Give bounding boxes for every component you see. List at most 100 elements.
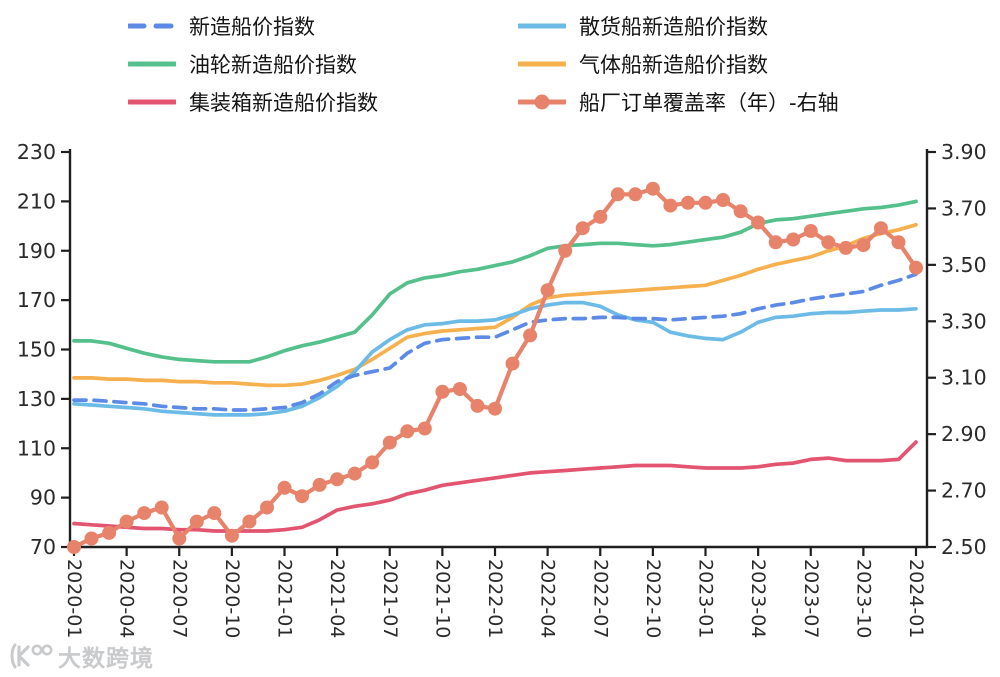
legend-label: 集装箱新造船价指数 <box>189 90 378 115</box>
data-point-marker <box>663 198 678 213</box>
x-axis-tick-label: 2021-01 <box>274 559 296 638</box>
data-point-marker <box>751 215 766 230</box>
data-point-marker <box>365 455 380 470</box>
data-point-marker <box>768 235 783 250</box>
x-axis-tick-label: 2023-07 <box>800 559 822 638</box>
data-point-marker <box>575 221 590 236</box>
data-point-marker <box>523 328 538 343</box>
legend-label: 新造船价指数 <box>189 14 315 39</box>
data-point-marker <box>260 500 274 515</box>
x-axis-tick-label: 2024-01 <box>905 559 927 638</box>
legend-label: 油轮新造船价指数 <box>189 52 357 77</box>
legend-label: 散货船新造船价指数 <box>579 14 768 39</box>
left-axis-tick-label: 190 <box>17 239 56 263</box>
x-axis-tick-label: 2021-04 <box>326 559 348 638</box>
data-point-marker <box>540 283 555 298</box>
x-axis-tick-label: 2021-10 <box>431 559 453 638</box>
series-container <box>72 440 918 533</box>
legend-swatch-bulk_carrier <box>518 23 566 28</box>
axes: 230 210 190 170 150 130 110 90 70 3.90 3.70 3.50 3.3… <box>17 140 987 638</box>
data-point-marker <box>137 506 152 521</box>
data-point-marker <box>189 514 204 529</box>
data-point-marker <box>873 221 888 236</box>
x-axis-tick-label: 2020-07 <box>168 559 190 638</box>
legend-label: 气体船新造船价指数 <box>579 52 768 77</box>
legend-item-container: 集装箱新造船价指数 <box>128 88 518 115</box>
x-axis-tick-label: 2020-10 <box>221 559 243 638</box>
left-axis-tick-label: 70 <box>30 535 56 559</box>
data-point-marker <box>628 187 643 202</box>
left-axis-tick-label: 130 <box>17 387 56 411</box>
data-point-marker <box>558 243 573 258</box>
right-axis-tick-label: 3.50 <box>941 253 987 277</box>
series-newbuild_index <box>72 272 918 412</box>
legend-swatch-newbuild_index <box>128 23 176 28</box>
data-point-marker <box>102 525 117 540</box>
data-point-marker <box>452 382 467 396</box>
data-point-marker <box>84 531 99 546</box>
data-point-marker <box>909 260 923 275</box>
legend-swatch-order_coverage <box>518 94 566 109</box>
x-axis-tick-label: 2023-01 <box>695 559 717 638</box>
data-point-marker <box>716 193 730 207</box>
data-point-marker <box>312 477 327 492</box>
x-axis-tick-label: 2022-01 <box>484 559 506 638</box>
data-point-marker <box>347 466 362 481</box>
legend-swatch-gas_carrier <box>518 61 566 66</box>
watermark: 大数跨境 <box>6 639 154 673</box>
left-axis-tick-label: 110 <box>17 436 56 460</box>
data-point-marker <box>242 514 257 529</box>
data-point-marker <box>417 421 432 436</box>
data-point-marker <box>803 224 818 238</box>
data-point-marker <box>295 489 309 504</box>
series-order_coverage <box>67 181 923 554</box>
x-axis-tick-label: 2023-10 <box>852 559 874 638</box>
legend-item-oil_tanker: 油轮新造船价指数 <box>128 50 518 77</box>
left-axis-tick-label: 150 <box>17 338 56 362</box>
data-point-marker <box>821 235 836 250</box>
right-axis-tick-label: 3.10 <box>941 366 987 390</box>
x-axis-tick-label: 2021-07 <box>379 559 401 638</box>
x-axis-tick-label: 2022-07 <box>589 559 611 638</box>
series-gas_carrier <box>72 222 918 388</box>
data-point-marker <box>67 540 81 554</box>
right-axis-tick-label: 3.30 <box>941 309 987 333</box>
left-axis-tick-label: 230 <box>17 140 56 164</box>
legend-swatch-oil_tanker <box>128 61 176 66</box>
data-point-marker <box>593 209 608 224</box>
data-point-marker <box>154 500 169 515</box>
x-axis-tick-label: 2022-10 <box>642 559 664 638</box>
series-bulk_carrier <box>72 300 918 417</box>
data-point-marker <box>224 528 239 543</box>
data-point-marker <box>891 235 906 250</box>
data-point-marker <box>172 531 187 546</box>
x-axis-tick-label: 2023-04 <box>747 559 769 638</box>
left-axis-tick-label: 210 <box>17 189 56 213</box>
legend-item-order_coverage: 船厂订单覆盖率（年）-右轴 <box>518 88 839 115</box>
data-point-marker <box>610 187 625 202</box>
x-axis-tick-label: 2020-04 <box>116 559 138 638</box>
data-point-marker <box>733 204 748 219</box>
left-axis-tick-label: 90 <box>30 486 56 510</box>
right-axis-tick-label: 2.50 <box>941 535 987 559</box>
data-point-marker <box>786 232 801 247</box>
legend-label: 船厂订单覆盖率（年）-右轴 <box>579 90 839 115</box>
right-axis-tick-label: 3.70 <box>941 196 987 220</box>
legend-swatch-container <box>128 99 176 104</box>
k100-logo-icon <box>10 643 53 669</box>
x-axis-tick-label: 2020-01 <box>63 559 85 638</box>
left-axis-tick-label: 170 <box>17 288 56 312</box>
right-axis-tick-label: 2.70 <box>941 479 987 503</box>
right-axis-tick-label: 3.90 <box>941 140 987 164</box>
data-point-marker <box>330 472 345 487</box>
series-oil_tanker <box>72 199 918 364</box>
legend-item-gas_carrier: 气体船新造船价指数 <box>518 50 839 77</box>
data-point-marker <box>505 356 520 371</box>
data-point-marker <box>681 195 695 210</box>
legend: 新造船价指数 散货船新造船价指数油轮新造船价指数 气体船新造船价指数集装箱新造船价指… <box>128 12 839 115</box>
data-point-marker <box>470 398 485 413</box>
right-axis-tick-label: 2.90 <box>941 422 987 446</box>
data-point-marker <box>645 181 660 196</box>
data-point-marker <box>698 195 713 210</box>
